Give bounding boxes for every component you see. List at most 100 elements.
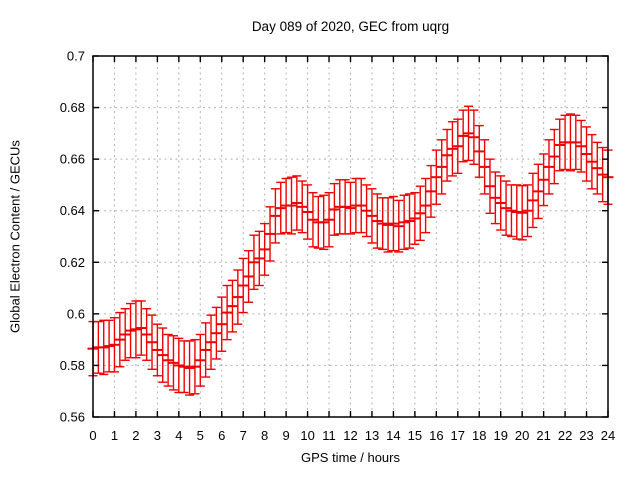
error-bar (194, 333, 206, 387)
error-bar (430, 149, 442, 205)
error-bar (210, 306, 222, 360)
error-bar (522, 184, 534, 238)
error-bar (597, 146, 609, 203)
y-tick-label: 0.66 (60, 152, 85, 167)
error-bar (548, 128, 560, 185)
x-tick-label: 0 (89, 428, 96, 443)
error-bar (398, 194, 410, 251)
error-bar (495, 175, 507, 231)
error-bar (200, 322, 212, 378)
error-bar (130, 300, 142, 359)
x-tick-label: 18 (472, 428, 486, 443)
x-tick-label: 6 (218, 428, 225, 443)
x-tick-label: 24 (601, 428, 615, 443)
error-bar (393, 199, 405, 253)
error-bar (125, 302, 137, 359)
x-tick-label: 8 (261, 428, 268, 443)
x-tick-label: 14 (386, 428, 400, 443)
error-bar (162, 333, 174, 387)
error-bar (382, 197, 394, 253)
error-bar (275, 181, 287, 235)
error-bar (591, 141, 603, 195)
error-bar (527, 172, 539, 229)
x-tick-label: 11 (322, 428, 336, 443)
error-bar (361, 184, 373, 238)
error-bar (253, 230, 265, 287)
error-bar (489, 171, 501, 225)
error-bar (500, 180, 512, 236)
error-bar (420, 177, 432, 234)
error-bar (366, 188, 378, 244)
x-tick-label: 16 (429, 428, 443, 443)
y-tick-label: 0.56 (60, 410, 85, 425)
x-tick-label: 22 (558, 428, 572, 443)
error-bar (178, 340, 190, 394)
x-tick-label: 23 (579, 428, 593, 443)
error-bar (119, 308, 131, 361)
x-tick-label: 7 (240, 428, 247, 443)
error-bar (141, 308, 153, 361)
x-tick-label: 10 (300, 428, 314, 443)
error-bar (457, 109, 469, 163)
error-bar (285, 176, 297, 235)
error-bar (355, 177, 367, 234)
x-tick-label: 3 (154, 428, 161, 443)
error-bar (387, 195, 399, 252)
error-bar (103, 319, 115, 373)
error-bar (259, 222, 271, 276)
error-bar (463, 105, 475, 162)
error-bar (221, 284, 233, 341)
error-bar (377, 197, 389, 251)
error-bar (173, 337, 185, 394)
x-tick-label: 12 (343, 428, 357, 443)
x-tick-label: 19 (493, 428, 507, 443)
error-bar (516, 185, 528, 241)
x-tick-label: 5 (197, 428, 204, 443)
x-axis-label: GPS time / hours (301, 450, 400, 465)
error-bar (269, 188, 281, 244)
error-bar (505, 184, 517, 238)
error-bar (296, 180, 308, 234)
x-tick-label: 20 (515, 428, 529, 443)
error-bar (146, 314, 158, 370)
x-tick-label: 13 (365, 428, 379, 443)
error-bar (446, 121, 458, 177)
chart-title: Day 089 of 2020, GEC from uqrg (251, 19, 450, 34)
error-bar (473, 124, 485, 178)
error-bar (157, 327, 169, 383)
x-tick-label: 17 (451, 428, 465, 443)
error-bar (581, 126, 593, 182)
y-tick-label: 0.62 (60, 255, 85, 270)
error-bar (237, 257, 249, 314)
error-bar (409, 191, 421, 245)
error-bar (345, 181, 356, 235)
error-bar (184, 340, 196, 396)
error-bar (575, 119, 587, 173)
error-bar (216, 296, 228, 352)
error-bar (108, 317, 120, 373)
error-bar (226, 279, 238, 333)
error-bar (328, 182, 340, 236)
error-bar (371, 193, 383, 249)
error-bar (114, 311, 126, 368)
error-bar (248, 234, 260, 291)
error-bar (243, 249, 255, 303)
error-bar (167, 335, 179, 391)
error-bar (307, 191, 319, 248)
y-tick-label: 0.6 (67, 306, 85, 321)
error-bar (436, 139, 448, 195)
y-tick-label: 0.64 (60, 203, 85, 218)
axes (92, 55, 609, 418)
error-bar (339, 179, 351, 235)
error-bar (98, 319, 110, 376)
tick-labels: 0 1 2 3 4 5 6 7 8 9 10 11 12 13 14 15 16 17 18 19 20 21 22 23 24… (60, 49, 616, 444)
error-bar (586, 133, 598, 190)
x-tick-label: 2 (132, 428, 139, 443)
error-bar (570, 114, 582, 171)
error-bar (232, 269, 244, 325)
error-bar (479, 139, 491, 195)
error-bar (414, 185, 426, 242)
error-bar (151, 323, 163, 377)
